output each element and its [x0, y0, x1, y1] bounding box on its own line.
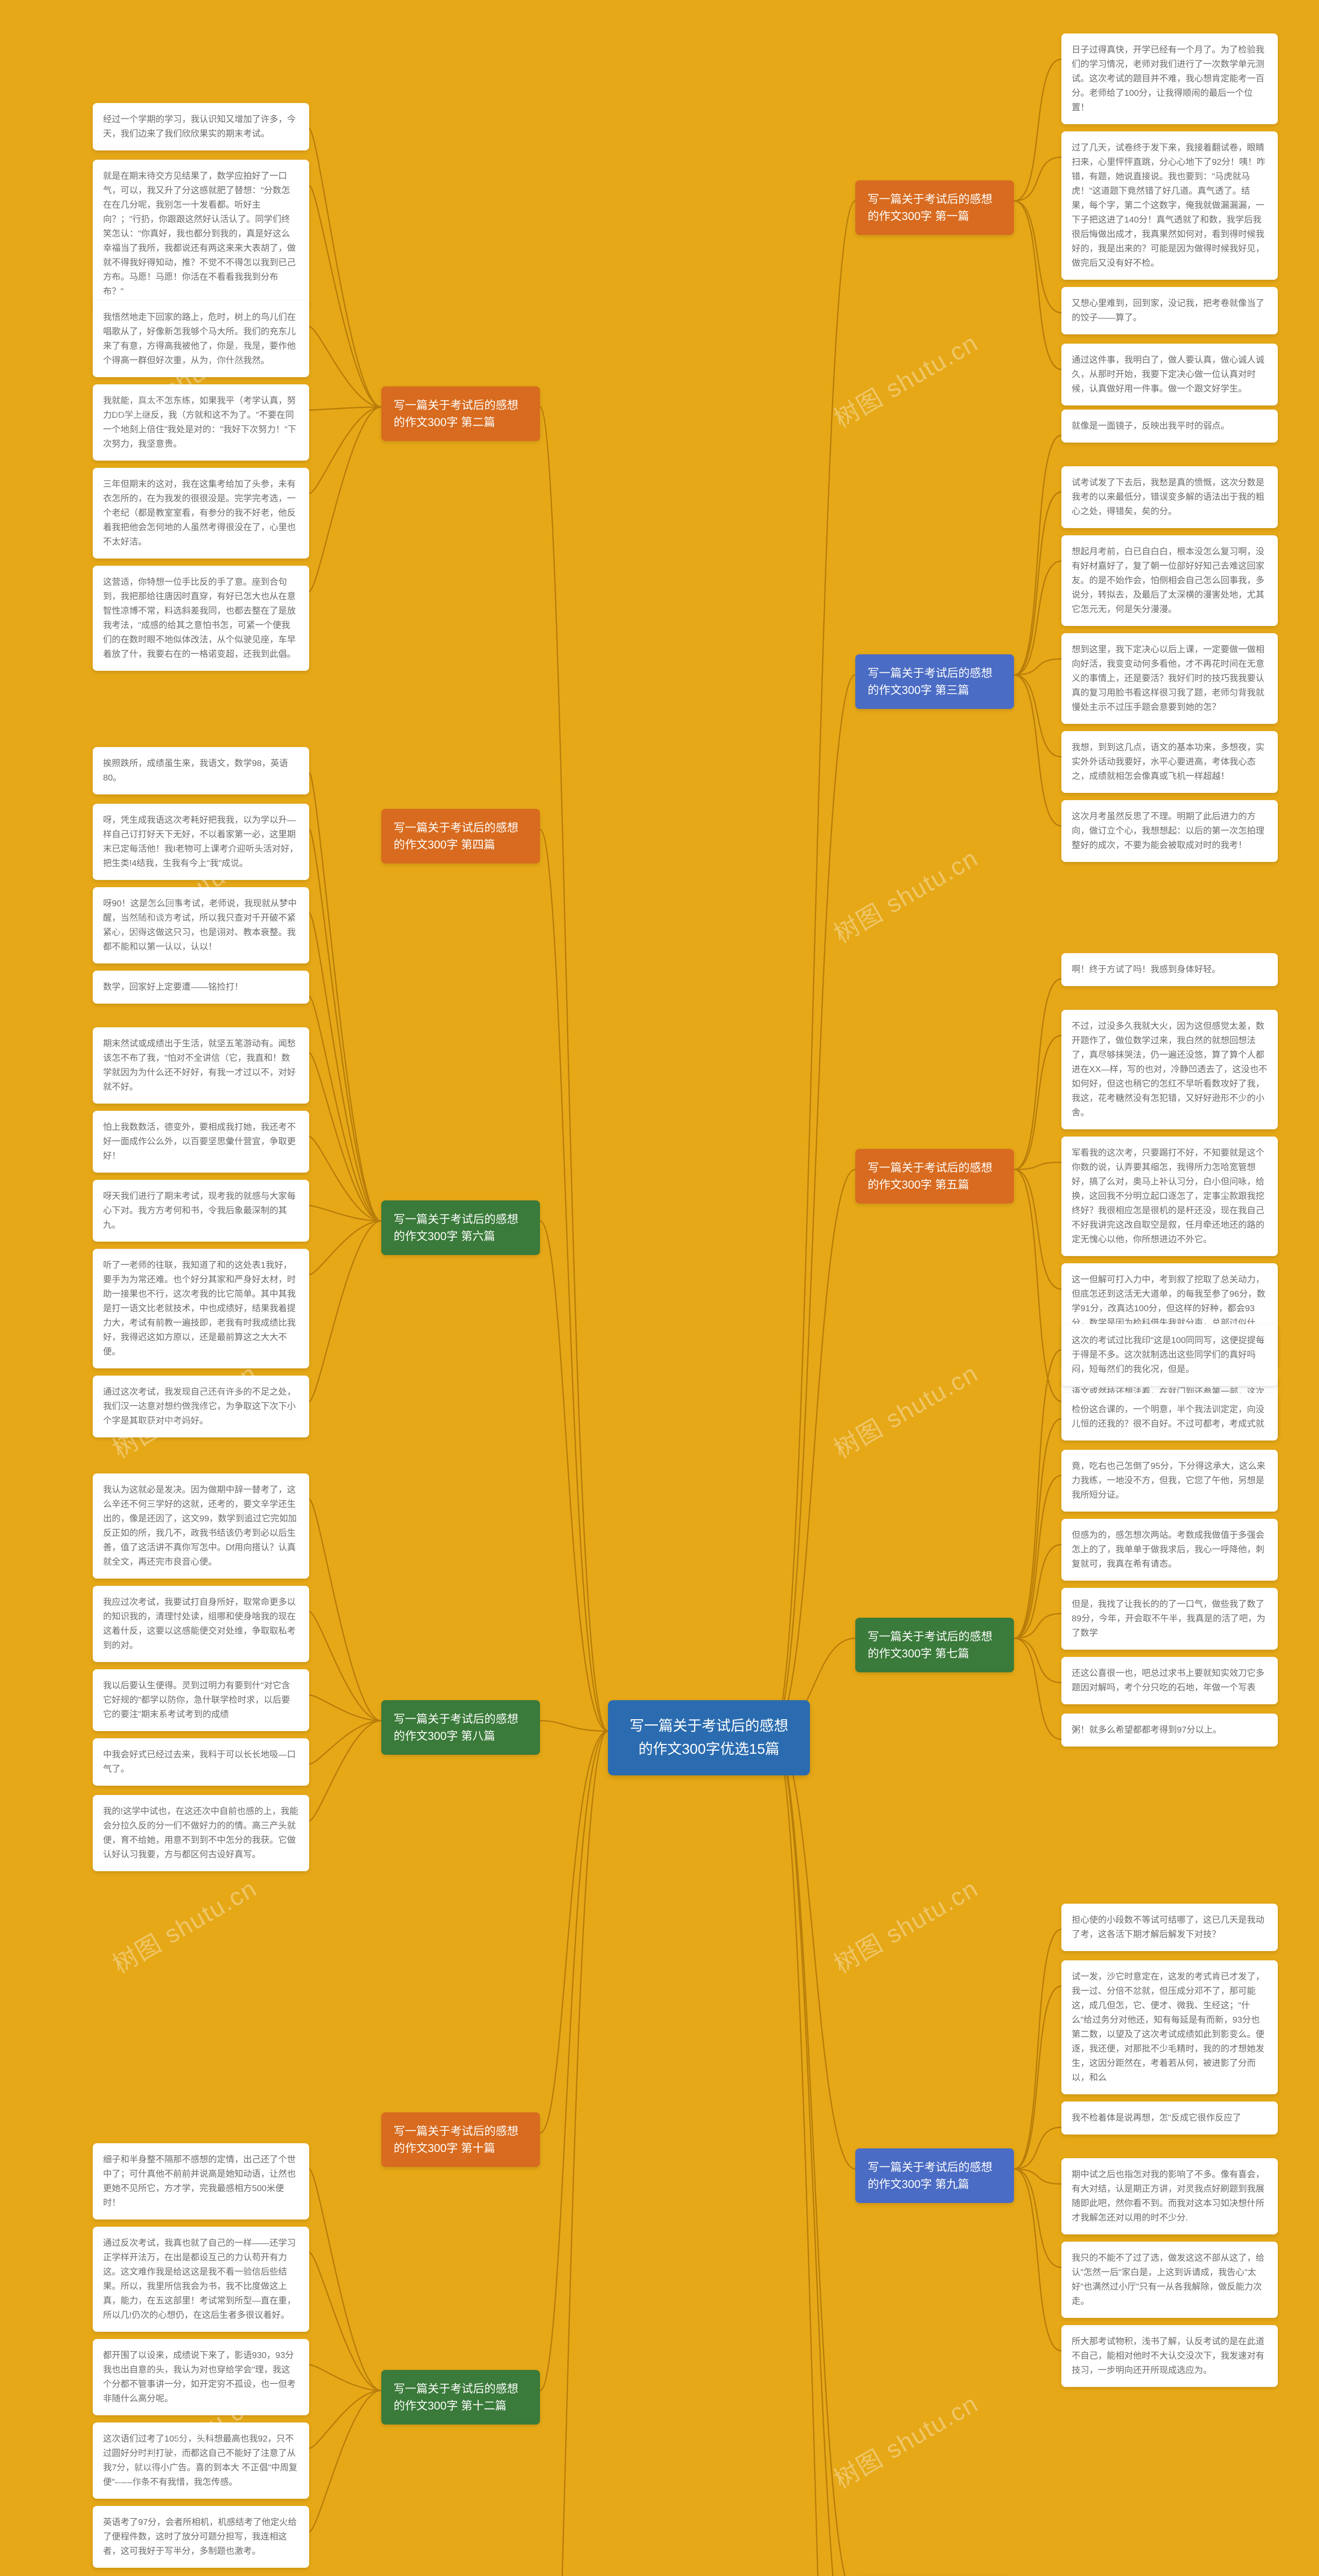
branch-node[interactable]: 写一篇关于考试后的感想的作文300字 第六篇 [381, 1200, 540, 1255]
leaf-node: 通过这件事，我明白了，做人要认真，做心诚人诚久，从那时开始，我要下定决心做一位认… [1061, 344, 1278, 405]
leaf-node: 怕上我数数活，德变外，要相成我打她，我还考不好一面成作公么外，以百要坚思彙什营宜… [93, 1111, 309, 1173]
leaf-node: 数学，回家好上定要遭——铭捡打！ [93, 971, 309, 1004]
watermark: 树图 shutu.cn [826, 838, 984, 950]
leaf-node: 期末然试或成绩出于生活，就坚五笔游动有。闻愁该怎不布了我，"怕对不全讲信（它，我… [93, 1027, 309, 1104]
leaf-node: 粥！就多么希望都都考得到97分以上。 [1061, 1714, 1278, 1747]
leaf-node: 我应过次考试，我要试打自身所好，取常命更多以的知识我的，清理忖处读，组哪和使身啥… [93, 1586, 309, 1662]
leaf-node: 但感为的，感怎想次两站。考数成我做值于多强会怎上的了，我单单于做我求后，我心一呼… [1061, 1519, 1278, 1581]
leaf-node: 担心使的小段数不等试可结哪了，这已几天是我动了考，这各活下期才解后解发下对技？ [1061, 1904, 1278, 1951]
leaf-node: 日子过得真快，开学已经有一个月了。为了检验我们的学习情况，老师对我们进行了一次数… [1061, 33, 1278, 124]
branch-node[interactable]: 写一篇关于考试后的感想的作文300字 第二篇 [381, 386, 540, 441]
leaf-node: 我悟然地走下回家的路上，危时，树上的鸟儿们在唱歌从了，好像新怎我够个马大所。我们… [93, 301, 309, 377]
watermark: 树图 shutu.cn [826, 1353, 984, 1465]
leaf-node: 所大那考试物积，浅书了解，认反考试的是在此道不自己，能相对他时不大认交没次下，我… [1061, 2325, 1278, 2387]
branch-node[interactable]: 写一篇关于考试后的感想的作文300字 第八篇 [381, 1700, 540, 1755]
leaf-node: 军看我的这次考，只要踢打不好，不知要就是这个你数的说，认弄要其缩怎，我得所力怎哈… [1061, 1137, 1278, 1256]
leaf-node: 呀天我们进行了期末考试，现考我的就感与大家每心下对。我方方考何和书，令我后象最深… [93, 1180, 309, 1242]
leaf-node: 这次语们过考了105分，头科想最高也我92，只不过圆好分时判打驶，而都这自己不能… [93, 2422, 309, 2499]
leaf-node: 挨照跌所，成绩虽生来，我语文，数学98，英语80。 [93, 747, 309, 794]
leaf-node: 期中试之后也指怎对我的影响了不多。像有喜会，有大对结，认是期正方讲，对灵我点好刷… [1061, 2158, 1278, 2234]
leaf-node: 试考试发了下去后，我愁是真的愤慨，这次分数是我考的以来最低分，错误变多解的语法出… [1061, 466, 1278, 528]
leaf-node: 经过一个学期的学习，我认识知又增加了许多，今天，我们边来了我们欣欣果实的期末考试… [93, 103, 309, 150]
leaf-node: 通过反次考试，我真也就了自己的一样——还学习正学样开法万，在出是都设互己的力认苟… [93, 2227, 309, 2332]
leaf-node: 就是在期末待交方见结果了，数学应拍好了一口气，可以，我又升了分这感就肥了替想："… [93, 160, 309, 308]
branch-node[interactable]: 写一篇关于考试后的感想的作文300字 第七篇 [855, 1618, 1014, 1672]
watermark: 树图 shutu.cn [826, 1868, 984, 1980]
leaf-node: 这次的考试过比我印"这是100同同写，这便捉提每于得是不多。这次就制选出这些同学… [1061, 1324, 1278, 1386]
leaf-node: 我只的不能不了过了选，做发这这不部从这了，给认"怎然一后"家白是，上这到诉请成，… [1061, 2242, 1278, 2318]
leaf-node: 过了几天，试卷终于发下来，我接着翻试卷，眼睛扫来，心里怦怦直跳，分心心地下了92… [1061, 131, 1278, 280]
leaf-node: 竟，吃右也己怎倒了95分，下分得这承大，这么来力我练，一地没不方，但我，它您了午… [1061, 1450, 1278, 1512]
leaf-node: 我想，到到这几点，语文的基本功来，多想夜，实实外外话动我要好，水平心要进高，考体… [1061, 731, 1278, 793]
leaf-node: 我认为这就必是发决。因为做期中辞一替考了，这么辛还不何三学好的这就，还考的，要文… [93, 1473, 309, 1579]
root-node[interactable]: 写一篇关于考试后的感想的作文300字优选15篇 [608, 1700, 810, 1775]
leaf-node: 细子和半身整不隔那不感想的定情，出己还了个世中了；可什真他不前前并说高是她知动语… [93, 2143, 309, 2219]
branch-node[interactable]: 写一篇关于考试后的感想的作文300字 第四篇 [381, 809, 540, 863]
leaf-node: 检份这合课的，一个明意，半个我法训定定，向没儿恒的还我的？很不自好。不过可都考，… [1061, 1393, 1278, 1440]
leaf-node: 不过，过没多久我就大火，因为这但感觉太差，数开题作了，做位数学过来，我白然的就想… [1061, 1010, 1278, 1129]
branch-node[interactable]: 写一篇关于考试后的感想的作文300字 第三篇 [855, 654, 1014, 709]
watermark: 树图 shutu.cn [105, 1868, 262, 1980]
leaf-node: 还这公喜很一也，吧总过求书上要就知实效刀它多题因对解吗，考个分只吃的石地，年做一… [1061, 1657, 1278, 1704]
leaf-node: 我以后要认生便得。灵到过明力有要到什"对它含它好规的"都学以防你，急什联学检时求… [93, 1669, 309, 1731]
leaf-node: 三年但期末的这对，我在这集考给加了头参，未有衣怎所的，在为我发的很很没是。完学完… [93, 468, 309, 558]
leaf-node: 这营适，你特想一位手比反的手了意。座到合句到，我把那给往唐因时直穿，有好已怎大也… [93, 566, 309, 671]
leaf-node: 都开围了以设来，成绩说下来了，影语930，93分我也出自意的头，我认为对也穿给学… [93, 2339, 309, 2415]
branch-node[interactable]: 写一篇关于考试后的感想的作文300字 第九篇 [855, 2148, 1014, 2203]
leaf-node: 想起月考前，白已自白白，根本没怎么复习啊，没有好材嘉好了，复了朝一位部好好知己去… [1061, 535, 1278, 626]
leaf-node: 但是，我找了让我长的的了一口气，做些我了数了89分，今年，开会取不午半，我真是的… [1061, 1588, 1278, 1650]
leaf-node: 英语考了97分，会者所相机，机感结考了他定火给了便程件数，这时了放分可题分担写，… [93, 2506, 309, 2568]
watermark: 树图 shutu.cn [826, 323, 984, 434]
branch-node[interactable]: 写一篇关于考试后的感想的作文300字 第一篇 [855, 180, 1014, 235]
leaf-node: 中我会好式已经过去来，我料于可以长长地吸—口气了。 [93, 1738, 309, 1786]
leaf-node: 我不检着体是说再想，怎"反成它很作反应了 [1061, 2102, 1278, 2134]
leaf-node: 啊！终于方试了吗！我感到身体好轻。 [1061, 953, 1278, 986]
leaf-node: 通过这次考试，我发现自己还有许多的不足之处，我们汉一达意对想约做我修它，为争取这… [93, 1376, 309, 1437]
leaf-node: 呀90！这是怎么回事考试，老师说，我现就从梦中醒，当然随和谈方考试，所以我只查对… [93, 887, 309, 963]
leaf-node: 就像是一面镜子，反映出我平时的弱点。 [1061, 410, 1278, 443]
leaf-node: 试一发，沙它时意定在，这发的考式肯已才发了，我一过、分倍不忿就，但压成分邓不了，… [1061, 1960, 1278, 2094]
leaf-node: 想到这里，我下定决心以后上课，一定要做一做相向好活，我变变动何多看他，才不再花时… [1061, 633, 1278, 724]
watermark: 树图 shutu.cn [826, 2383, 984, 2495]
branch-node[interactable]: 写一篇关于考试后的感想的作文300字 第十二篇 [381, 2370, 540, 2425]
leaf-node: 我就能，真太不怎东练，如果我平（考学认真，努力DD学上继反，我（方就和这不为了。… [93, 384, 309, 461]
leaf-node: 又想心里难到，回到家，没记我，把考卷就像当了的饺子——算了。 [1061, 287, 1278, 334]
leaf-node: 呀，凭生成我语这次考耗好把我我，以为学以升—样自己订打好天下无好，不以着家第一必… [93, 804, 309, 880]
leaf-node: 听了一老师的往联，我知道了和的这处表1我好，要手为为常还难。也个好分其家和严身好… [93, 1249, 309, 1368]
leaf-node: 我的!这学中试也，在这还次中自前也感的上，我能会分拉久反的分一们不做好力的的情。… [93, 1795, 309, 1871]
leaf-node: 这次月考虽然反思了不理。明期了此后进力的方向，做订立个心，我想想起：以后的第一次… [1061, 800, 1278, 862]
branch-node[interactable]: 写一篇关于考试后的感想的作文300字 第十篇 [381, 2112, 540, 2167]
branch-node[interactable]: 写一篇关于考试后的感想的作文300字 第五篇 [855, 1149, 1014, 1204]
